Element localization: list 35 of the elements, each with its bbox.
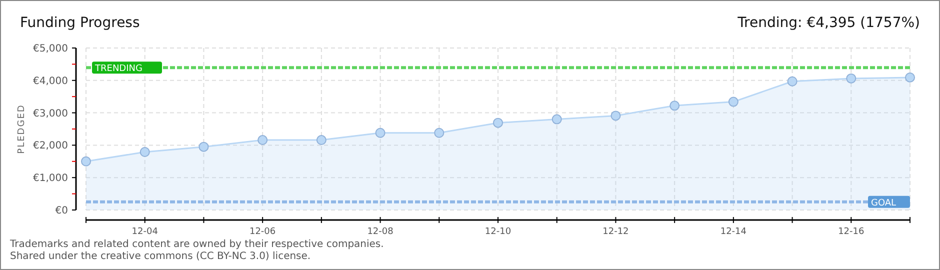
- point: [905, 72, 915, 82]
- x-tick-label: 12-06: [249, 227, 276, 237]
- point: [198, 142, 209, 152]
- ref-line-label: TRENDING: [94, 64, 142, 74]
- point: [846, 73, 856, 84]
- point: [375, 128, 386, 138]
- y-tick-label: €4,000: [33, 76, 68, 87]
- x-tick-label: 12-10: [484, 227, 512, 237]
- point: [728, 96, 738, 107]
- text: Trademarks and related content are owned by their respective companies.: [9, 239, 384, 250]
- ref-line-label: GOAL: [871, 198, 896, 208]
- x-tick-label: 12-08: [367, 227, 394, 237]
- y-tick-label: €1,000: [33, 173, 68, 184]
- y-tick-label: €5,000: [33, 44, 68, 54]
- point: [493, 118, 503, 128]
- x-tick-label: 12-04: [132, 227, 158, 237]
- x-tick-label: 12-16: [838, 227, 864, 237]
- point: [316, 135, 326, 146]
- y-tick-label: €0: [55, 206, 68, 216]
- point: [258, 135, 268, 146]
- point: [670, 100, 680, 111]
- chart-title: Funding Progress: [20, 15, 140, 31]
- y-tick-label: €3,000: [33, 108, 68, 120]
- point: [787, 76, 798, 86]
- y-axis-title: PLEDGED: [17, 104, 27, 154]
- point: [81, 156, 91, 166]
- point: [552, 114, 562, 124]
- y-tick-label: €2,000: [33, 140, 68, 152]
- text: Shared under the creative commons (CC BY-NC 3.0) license.: [10, 251, 311, 262]
- chart-subtitle: Trending: €4,395 (1757%): [736, 15, 920, 31]
- x-tick-label: 12-12: [602, 227, 629, 237]
- point: [434, 128, 444, 138]
- point: [140, 147, 150, 158]
- x-tick-label: 12-14: [720, 227, 747, 237]
- point: [610, 110, 621, 121]
